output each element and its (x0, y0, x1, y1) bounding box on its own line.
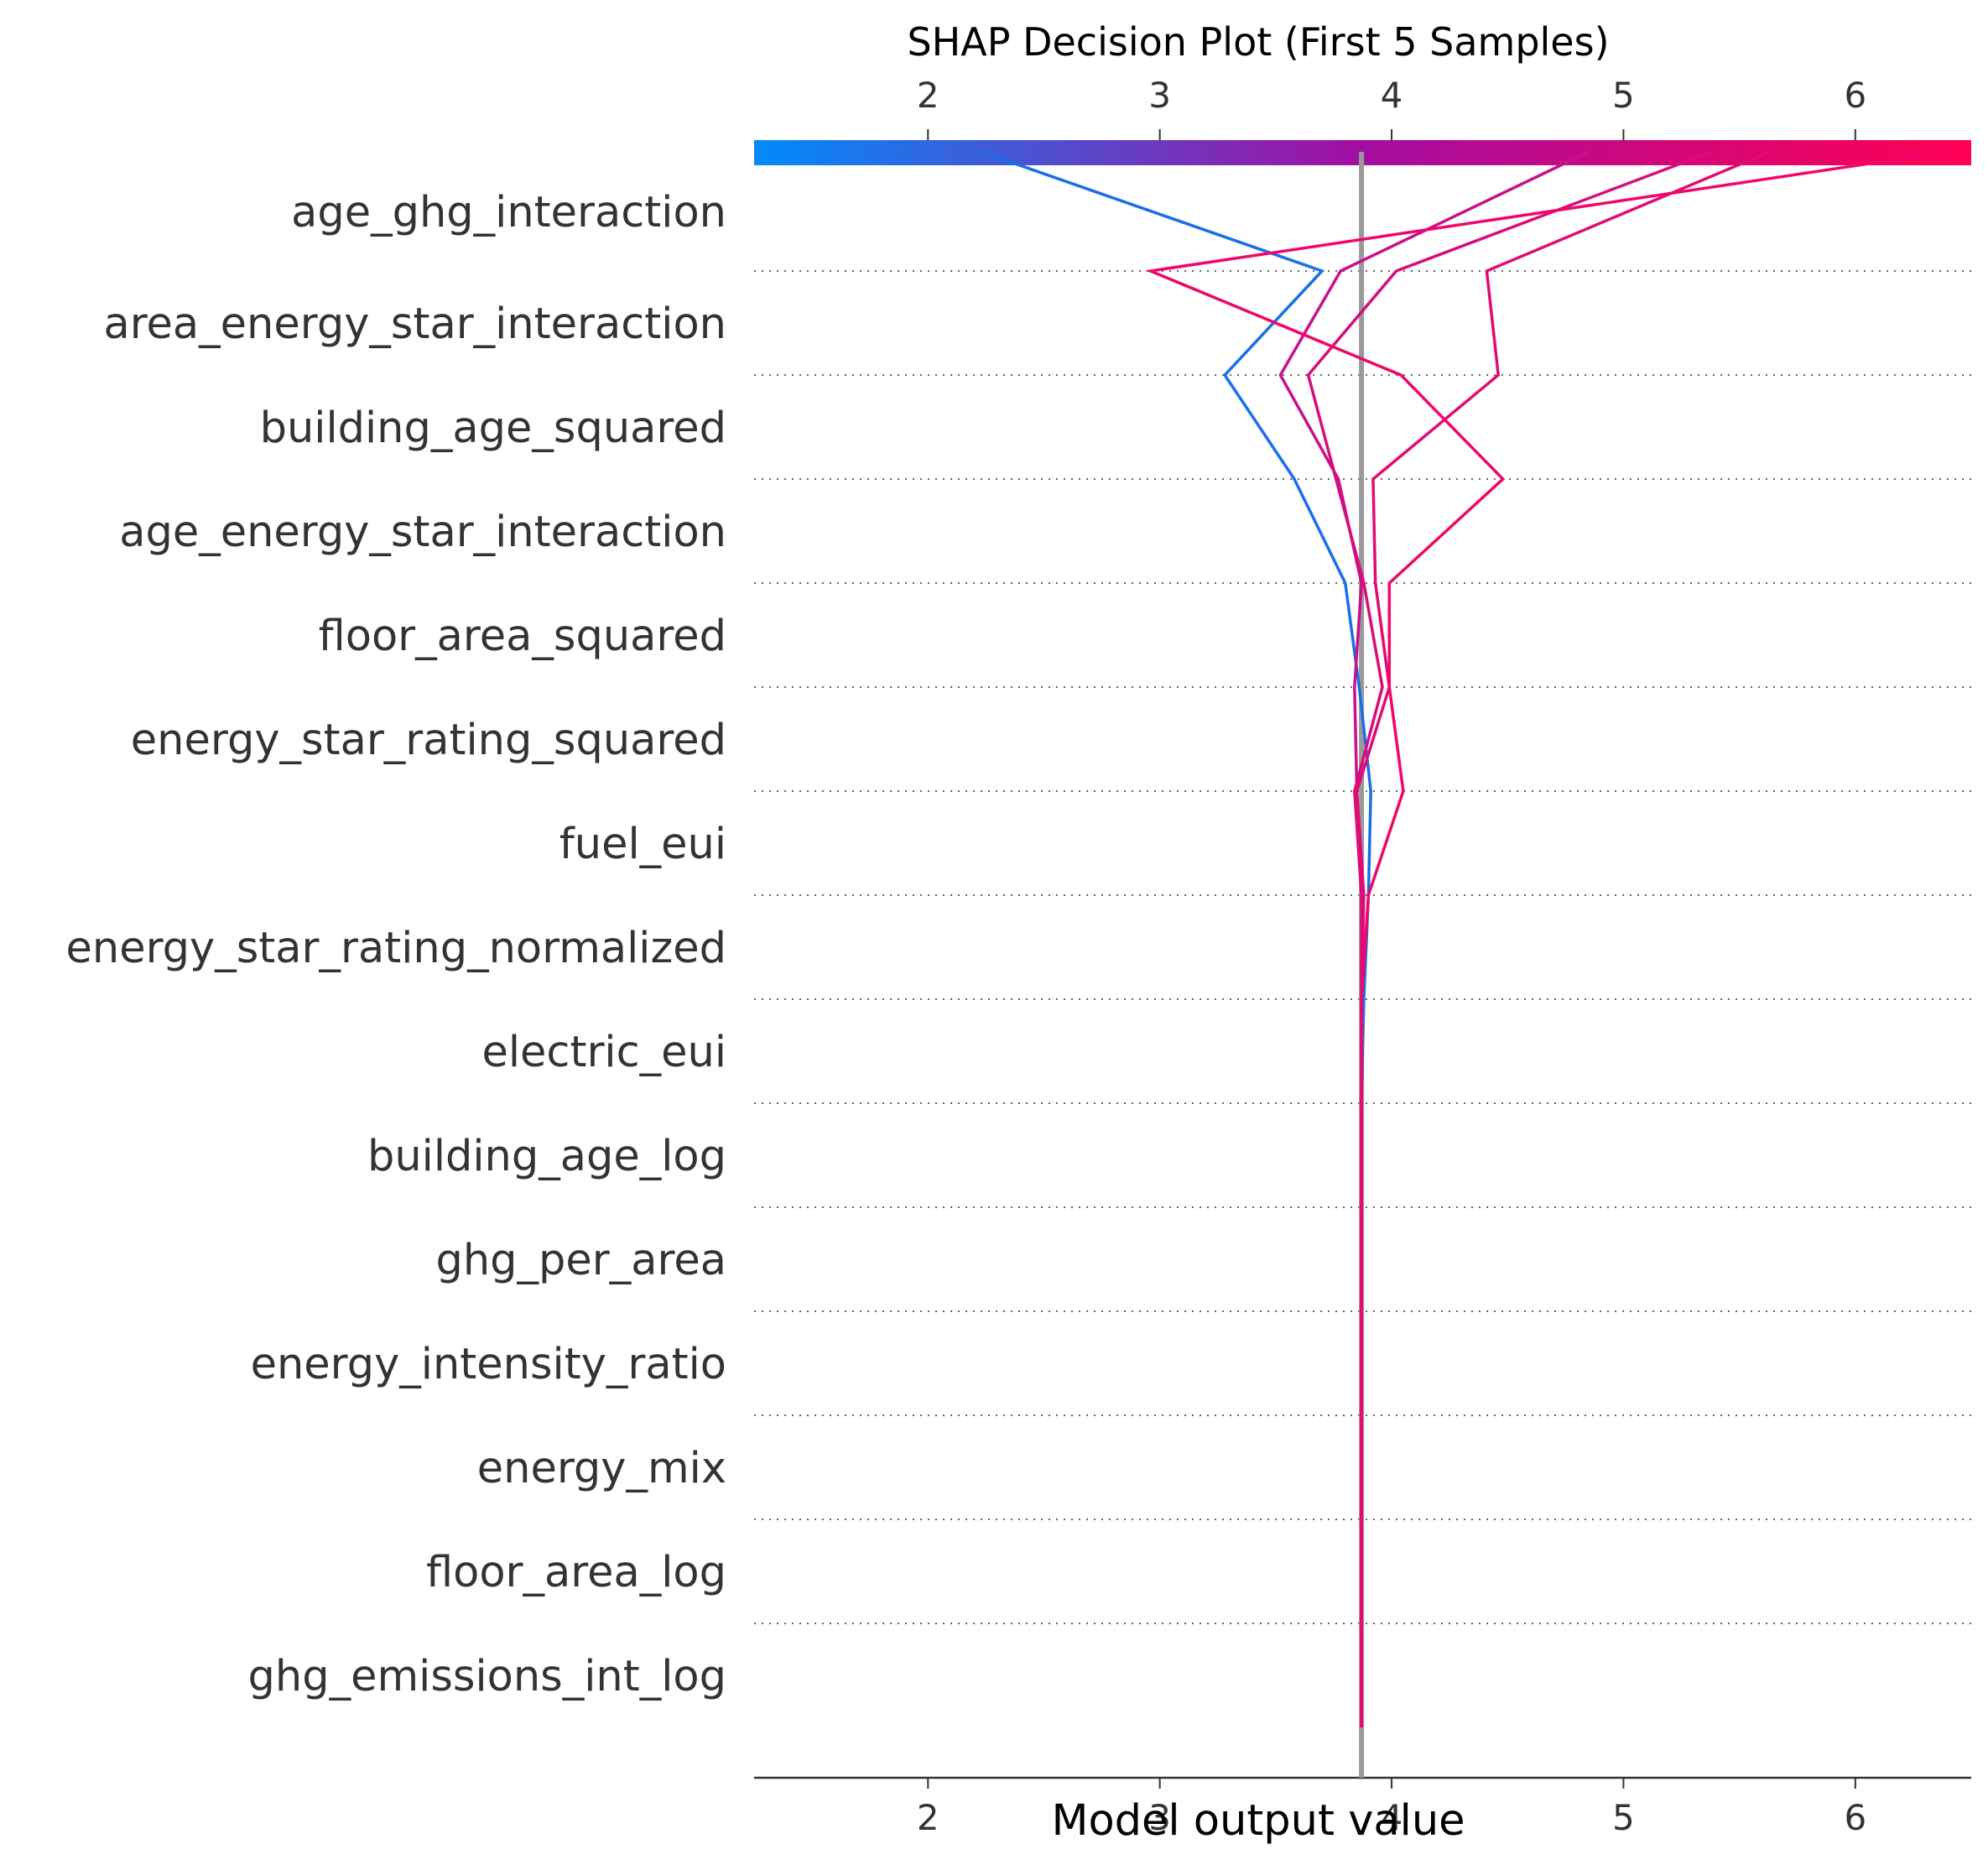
bottom-tick-label: 2 (917, 1797, 939, 1838)
feature-label: energy_star_rating_normalized (66, 924, 726, 973)
top-tick-label: 5 (1612, 75, 1635, 116)
top-axis: 2 3 4 5 6 (917, 75, 1866, 140)
feature-label: electric_eui (481, 1028, 726, 1077)
feature-label: floor_area_log (426, 1548, 726, 1597)
feature-label: fuel_eui (559, 820, 726, 869)
top-tick-label: 3 (1148, 75, 1171, 116)
feature-labels: age_ghg_interaction area_energy_star_inte… (66, 188, 726, 1701)
feature-label: ghg_per_area (435, 1236, 726, 1285)
chart-title: SHAP Decision Plot (First 5 Samples) (907, 19, 1609, 65)
x-axis-label: Model output value (1051, 1796, 1465, 1846)
feature-label: area_energy_star_interaction (103, 300, 726, 349)
bottom-tick-label: 4 (1381, 1797, 1403, 1838)
feature-label: floor_area_squared (319, 612, 726, 661)
decision-lines (981, 150, 1949, 1727)
bottom-tick-label: 3 (1148, 1797, 1171, 1838)
top-tick-label: 6 (1844, 75, 1866, 116)
feature-label: energy_intensity_ratio (251, 1340, 726, 1389)
feature-label: age_ghg_interaction (291, 188, 726, 237)
decision-line-sample-5 (1145, 150, 1949, 1727)
bottom-tick-label: 5 (1612, 1797, 1635, 1838)
bottom-tick-label: 6 (1844, 1797, 1866, 1838)
decision-line-sample-3 (1306, 150, 1713, 1727)
top-tick-label: 2 (917, 75, 939, 116)
feature-label: building_age_squared (260, 404, 726, 453)
feature-label: age_energy_star_interaction (119, 508, 726, 557)
decision-line-sample-4 (1355, 150, 1771, 1727)
top-tick-label: 4 (1381, 75, 1403, 116)
decision-line-sample-2 (1278, 150, 1590, 1727)
feature-label: energy_star_rating_squared (131, 716, 726, 765)
feature-label: ghg_emissions_int_log (248, 1652, 726, 1701)
feature-label: energy_mix (477, 1444, 726, 1493)
feature-label: building_age_log (367, 1132, 726, 1181)
